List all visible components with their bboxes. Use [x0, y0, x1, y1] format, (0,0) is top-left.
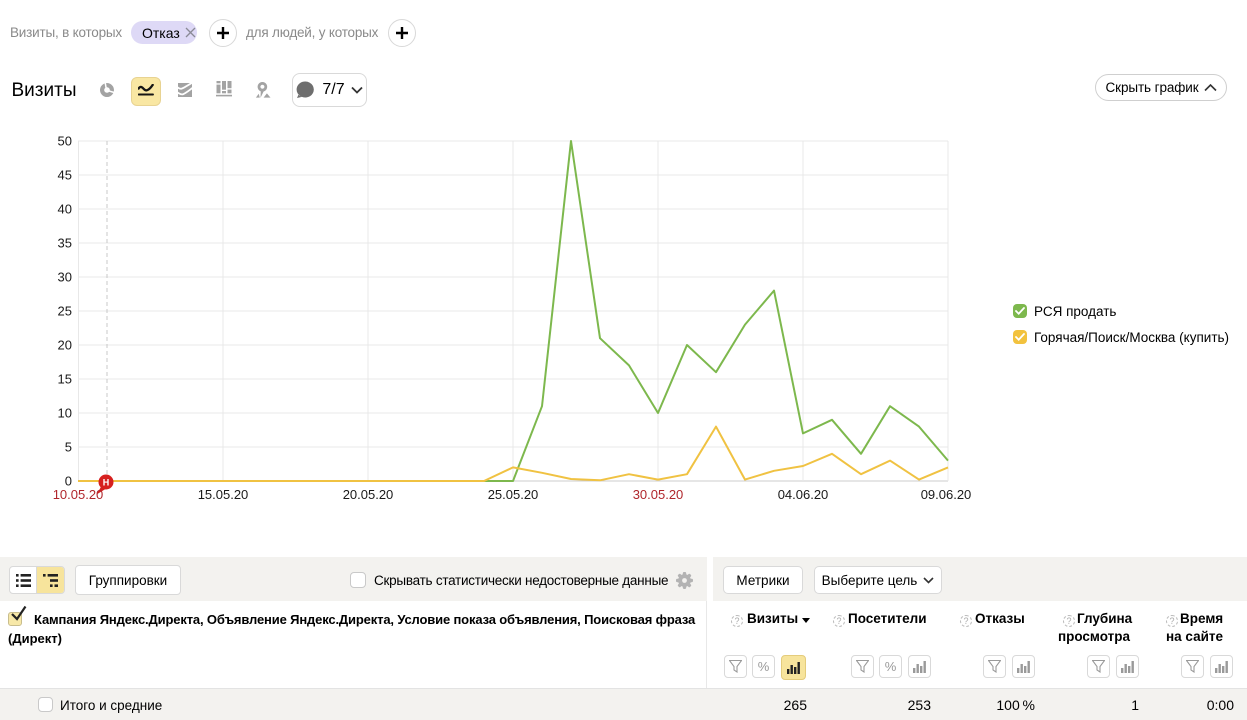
svg-text:40: 40 [58, 202, 72, 217]
svg-text:20.05.20: 20.05.20 [343, 487, 394, 502]
svg-text:20: 20 [58, 338, 72, 353]
svg-text:09.06.20: 09.06.20 [921, 487, 972, 502]
svg-text:5: 5 [65, 440, 72, 455]
svg-text:30.05.20: 30.05.20 [633, 487, 684, 502]
svg-text:0: 0 [65, 474, 72, 489]
svg-text:35: 35 [58, 236, 72, 251]
svg-text:10.05.20: 10.05.20 [53, 487, 104, 502]
svg-text:25.05.20: 25.05.20 [488, 487, 539, 502]
svg-text:04.06.20: 04.06.20 [778, 487, 829, 502]
svg-text:15.05.20: 15.05.20 [198, 487, 249, 502]
svg-text:Н: Н [103, 478, 110, 488]
svg-text:25: 25 [58, 304, 72, 319]
svg-text:10: 10 [58, 406, 72, 421]
svg-text:50: 50 [58, 134, 72, 149]
svg-text:30: 30 [58, 270, 72, 285]
svg-text:15: 15 [58, 372, 72, 387]
svg-text:45: 45 [58, 168, 72, 183]
